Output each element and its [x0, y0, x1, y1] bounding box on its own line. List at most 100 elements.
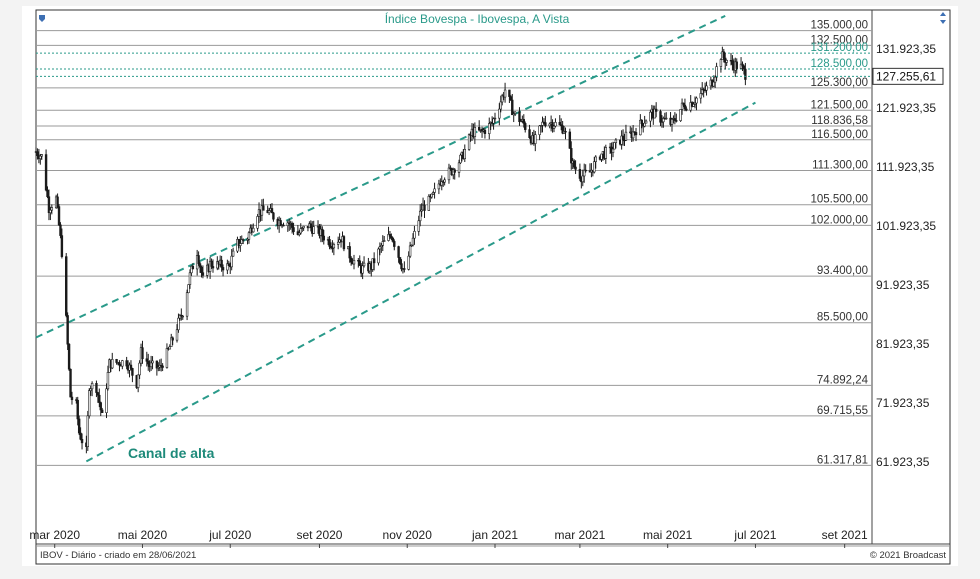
candle-body: [427, 195, 431, 211]
x-tick-label: mar 2020: [29, 528, 80, 542]
candle-body: [177, 317, 180, 331]
candle-body: [80, 439, 84, 444]
candle-body: [220, 259, 223, 268]
candle-body: [50, 207, 54, 211]
candle-body: [499, 101, 502, 110]
candle-body: [544, 122, 547, 127]
candle-body: [548, 123, 551, 127]
candle-body: [200, 266, 203, 273]
y-tick-label: 111.923,35: [876, 160, 935, 174]
candle-body: [349, 257, 353, 263]
candle-body: [49, 209, 52, 214]
candle-body: [60, 235, 64, 257]
candle-body: [741, 63, 744, 67]
candle-body: [539, 125, 543, 127]
candle-body: [649, 111, 652, 122]
candle-body: [673, 118, 677, 121]
candle-body: [56, 196, 59, 207]
candle-body: [524, 123, 527, 130]
candle-body: [583, 169, 586, 177]
candle-body: [443, 179, 446, 183]
candle-body: [188, 272, 192, 285]
candle-body: [722, 51, 725, 59]
candle-body: [477, 127, 481, 131]
candle-body: [282, 224, 285, 227]
candle-body: [95, 383, 98, 393]
candle-body: [90, 383, 94, 390]
candle-body: [561, 125, 564, 134]
candle-body: [639, 119, 642, 136]
candle-body: [76, 399, 79, 420]
candle-body: [197, 255, 200, 264]
candle-body: [99, 402, 102, 411]
candle-body: [397, 246, 400, 258]
candle-body: [299, 228, 302, 234]
candle-body: [57, 206, 61, 226]
candle-body: [239, 243, 242, 246]
candle-body: [79, 432, 82, 440]
candle-body: [388, 234, 392, 237]
candle-body: [430, 193, 433, 198]
candle-body: [322, 235, 325, 241]
level-label: 121.500,00: [810, 99, 868, 111]
candle-body: [383, 240, 386, 242]
candle-body: [187, 284, 190, 294]
candle-body: [272, 212, 275, 220]
level-label: 85.500,00: [817, 312, 868, 324]
candle-body: [227, 263, 231, 266]
candle-body: [181, 315, 184, 318]
candle-body: [431, 192, 435, 195]
candle-body: [653, 108, 656, 119]
candle-body: [226, 263, 229, 271]
candle-body: [564, 131, 567, 133]
candle-body: [611, 148, 615, 154]
candle-body: [403, 268, 406, 270]
candle-body: [185, 292, 189, 317]
candle-body: [88, 390, 91, 417]
candle-body: [552, 125, 556, 129]
candle-body: [558, 121, 561, 126]
candle-body: [100, 409, 104, 413]
channel-line-lower: [85, 101, 756, 463]
candle-body: [141, 347, 144, 360]
candle-body: [216, 261, 219, 269]
candle-body: [155, 360, 159, 369]
candle-body: [231, 250, 235, 257]
candle-body: [390, 235, 393, 239]
candle-body: [380, 245, 383, 247]
candle-body: [715, 66, 718, 78]
candle-body: [198, 263, 202, 268]
candle-body: [66, 315, 69, 345]
candle-body: [86, 415, 90, 448]
level-label: 135.000,00: [810, 20, 868, 32]
candle-body: [211, 266, 215, 269]
candle-body: [147, 360, 150, 365]
y-tick-label: 61.923,35: [876, 455, 930, 469]
candle-body: [682, 102, 685, 106]
x-tick-label: mai 2020: [118, 528, 168, 542]
candle-body: [138, 362, 141, 376]
candle-body: [695, 97, 698, 104]
y-tick-label: 91.923,35: [876, 278, 930, 292]
candle-body: [378, 246, 382, 250]
candle-body: [498, 108, 501, 119]
candle-body: [699, 93, 702, 99]
candle-body: [644, 120, 648, 124]
plot-border: [35, 9, 951, 565]
candle-body: [554, 121, 557, 127]
candle-body: [463, 149, 466, 160]
candle-body: [178, 314, 182, 319]
candle-body: [230, 255, 233, 268]
candle-body: [247, 232, 251, 240]
candle-body: [418, 210, 422, 222]
candle-body: [581, 175, 584, 183]
x-tick-label: mai 2021: [643, 528, 693, 542]
candle-body: [136, 374, 140, 388]
candle-body: [290, 223, 294, 228]
candle-body: [67, 343, 71, 370]
candle-body: [593, 161, 596, 173]
candle-body: [298, 232, 301, 235]
scroll-arrows-icon[interactable]: [940, 12, 946, 24]
candle-body: [423, 204, 426, 211]
candle-body: [252, 227, 255, 233]
